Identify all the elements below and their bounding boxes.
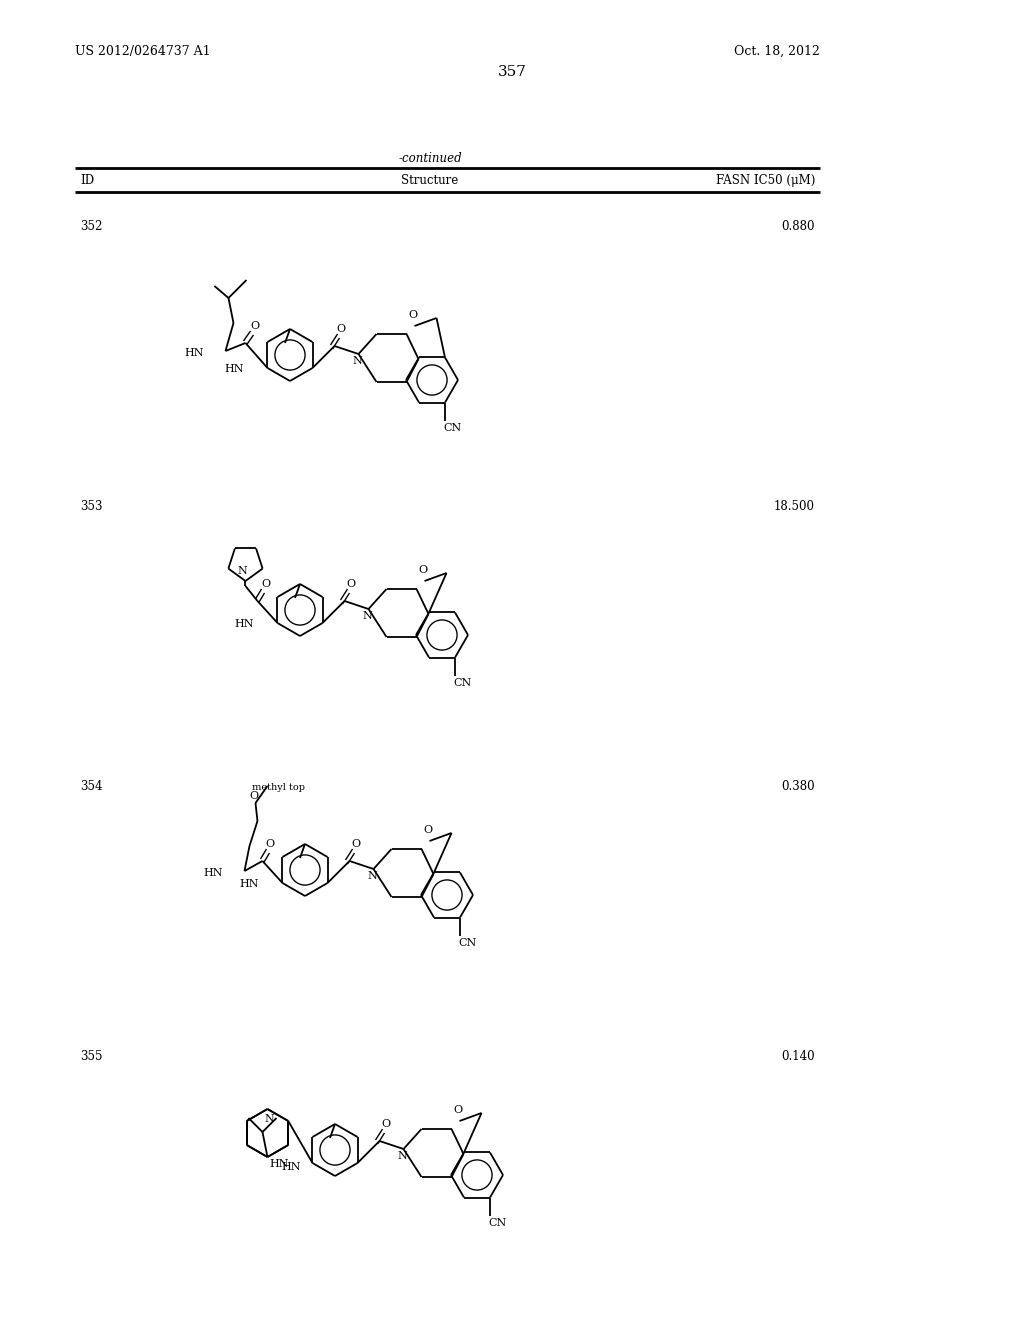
Text: 354: 354 [80,780,102,793]
Text: CN: CN [458,937,476,948]
Text: HN: HN [281,1162,300,1172]
Text: -continued: -continued [398,152,462,165]
Text: HN: HN [269,1159,289,1170]
Text: O: O [265,840,274,849]
Text: Oct. 18, 2012: Oct. 18, 2012 [734,45,820,58]
Text: 18.500: 18.500 [774,500,815,513]
Text: 0.380: 0.380 [781,780,815,793]
Text: N: N [264,1114,274,1125]
Text: 355: 355 [80,1049,102,1063]
Text: O: O [249,791,258,801]
Text: N: N [238,566,248,576]
Text: O: O [382,1119,390,1129]
Text: O: O [424,825,433,836]
Text: O: O [346,579,355,589]
Text: O: O [251,321,260,331]
Text: N: N [362,611,373,620]
Text: methyl top: methyl top [253,783,305,792]
Text: CN: CN [453,677,471,688]
Text: HN: HN [239,879,258,888]
Text: FASN IC50 (μM): FASN IC50 (μM) [716,174,815,187]
Text: HN: HN [203,869,222,878]
Text: O: O [337,323,346,334]
Text: CN: CN [488,1217,506,1228]
Text: HN: HN [233,619,254,630]
Text: HN: HN [224,364,244,374]
Text: O: O [419,565,428,576]
Text: N: N [397,1151,408,1162]
Text: CN: CN [443,422,461,433]
Text: O: O [261,579,270,589]
Text: US 2012/0264737 A1: US 2012/0264737 A1 [75,45,211,58]
Text: N: N [368,871,378,880]
Text: 353: 353 [80,500,102,513]
Text: Structure: Structure [401,174,459,187]
Text: N: N [352,356,362,366]
Text: ID: ID [80,174,94,187]
Text: O: O [351,840,360,849]
Text: O: O [409,310,418,319]
Text: 357: 357 [498,65,526,79]
Text: 0.880: 0.880 [781,220,815,234]
Text: 352: 352 [80,220,102,234]
Text: 0.140: 0.140 [781,1049,815,1063]
Text: HN: HN [184,348,204,358]
Text: O: O [454,1105,463,1115]
